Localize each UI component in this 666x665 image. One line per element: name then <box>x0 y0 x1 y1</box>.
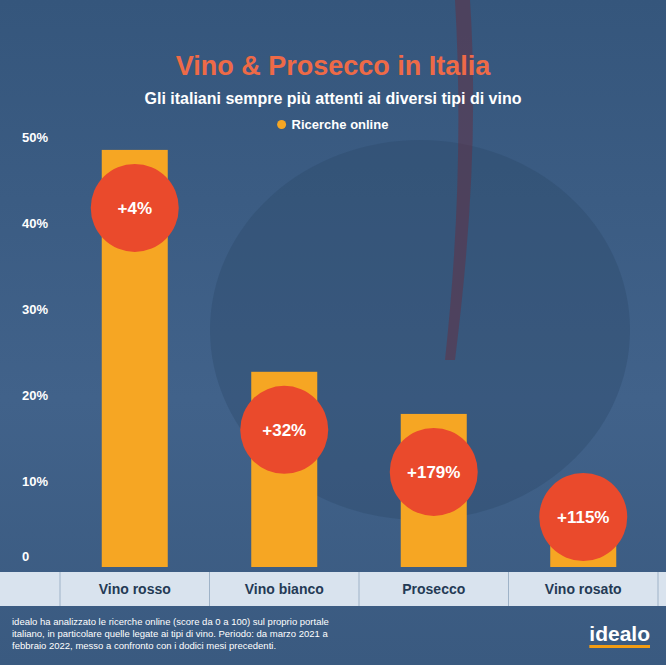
y-axis: 0 10% 20% 30% 40% 50% <box>22 130 58 567</box>
footnote: idealo ha analizzato le ricerche online … <box>12 616 329 651</box>
annotation-label: +179% <box>407 463 460 482</box>
annotation-circle <box>390 428 478 516</box>
y-tick <box>54 137 58 138</box>
y-tick <box>54 223 58 224</box>
annotation-label: +115% <box>557 508 609 527</box>
chart: Vino & Prosecco in Italia Gli italiani se… <box>0 0 666 665</box>
x-axis-separator <box>359 572 360 606</box>
annotation-circle <box>91 164 179 252</box>
brand-underline <box>589 645 650 648</box>
legend: Ricerche online <box>277 117 388 132</box>
y-tick-label: 10% <box>22 474 48 489</box>
annotation-circle <box>539 473 627 561</box>
brand-logo: idealo <box>589 622 650 645</box>
y-tick-label: 40% <box>22 216 48 231</box>
y-tick <box>54 481 58 482</box>
y-tick <box>54 395 58 396</box>
y-tick-label: 20% <box>22 388 48 403</box>
x-tick-label: Vino rosso <box>99 581 171 597</box>
y-tick <box>54 309 58 310</box>
annotation-label: +32% <box>262 421 306 440</box>
annotations: +4% +32% +179% +115% <box>91 164 628 561</box>
legend-swatch <box>277 120 286 129</box>
y-tick-label: 30% <box>22 302 48 317</box>
x-axis-separator <box>60 572 61 606</box>
x-axis: Vino rosso Vino bianco Prosecco Vino rosato <box>0 572 666 606</box>
y-tick-label: 50% <box>22 130 48 145</box>
annotation-label: +4% <box>118 199 153 218</box>
x-axis-separator <box>658 572 659 606</box>
background <box>0 0 666 665</box>
x-axis-separator <box>209 572 210 606</box>
x-axis-band <box>0 572 666 606</box>
bars <box>102 150 617 567</box>
footnote-line: febbraio 2022, messo a confronto con i d… <box>12 640 276 651</box>
annotation-circle <box>240 386 328 474</box>
legend-label: Ricerche online <box>292 117 389 132</box>
x-tick-label: Vino bianco <box>245 581 324 597</box>
title: Vino & Prosecco in Italia <box>176 51 492 81</box>
x-tick-label: Vino rosato <box>545 581 622 597</box>
x-tick-label: Prosecco <box>402 581 465 597</box>
footnote-line: italiano, in particolare quelle legate a… <box>12 628 329 639</box>
subtitle: Gli italiani sempre più attenti ai diver… <box>145 90 522 107</box>
glass-decoration <box>210 140 630 520</box>
footnote-line: idealo ha analizzato le ricerche online … <box>12 616 329 627</box>
y-tick <box>54 567 58 568</box>
x-axis-separator <box>508 572 509 606</box>
y-tick-label: 0 <box>22 549 29 564</box>
brand: idealo <box>589 622 650 648</box>
